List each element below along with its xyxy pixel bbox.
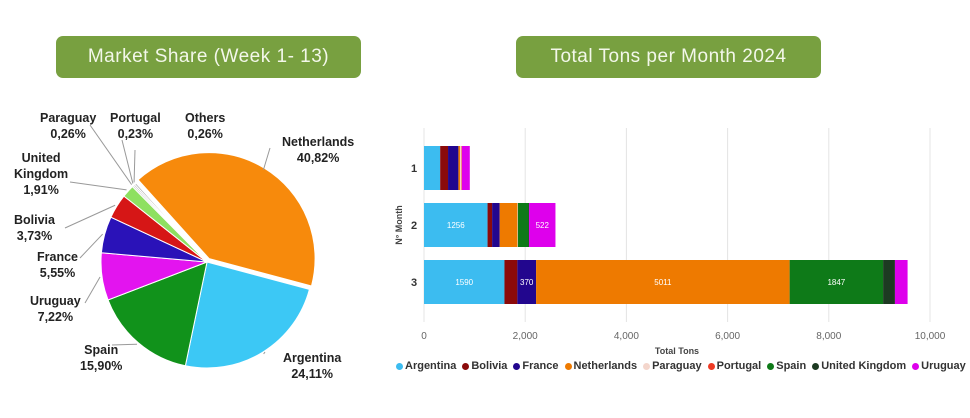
bar-argentina-month-2: [424, 203, 488, 247]
bar-uruguay-month-3: [894, 260, 908, 304]
legend-label: Uruguay: [921, 360, 966, 372]
tons-per-month-title: Total Tons per Month 2024: [516, 36, 821, 78]
bar-paraguay-month-1: [460, 146, 462, 190]
bar-spain-month-3: [789, 260, 884, 304]
legend-item-uruguay[interactable]: Uruguay: [912, 360, 966, 372]
legend-label: Portugal: [716, 360, 762, 372]
market-share-title: Market Share (Week 1- 13): [56, 36, 361, 78]
pie-slice-argentina: [184, 261, 311, 369]
data-label: 1590: [455, 278, 473, 287]
pie-leader-line: [89, 124, 133, 185]
bar-united-kingdom-month-3: [883, 260, 895, 304]
pie-slice-spain: [107, 261, 208, 367]
legend-label: Spain: [776, 360, 807, 372]
pie-leader-line: [64, 204, 116, 229]
legend-item-netherlands[interactable]: Netherlands: [564, 360, 638, 372]
legend-label: Netherlands: [573, 360, 638, 372]
pie-label-portugal: Portugal 0,23%: [110, 111, 161, 141]
y-tick-label: 1: [411, 163, 417, 175]
legend-label: France: [522, 360, 559, 372]
legend-dot-icon: [912, 362, 920, 370]
pie-label-spain: Spain 15,90%: [80, 343, 123, 373]
legend-dot-icon: [513, 362, 521, 370]
bar-france-month-3: [517, 260, 537, 304]
pie-leader-line: [111, 343, 138, 346]
legend-label: Argentina: [405, 360, 457, 372]
pie-label-france: France 5,55%: [37, 250, 78, 280]
pie-leader-line: [69, 181, 127, 191]
bar-argentina-month-3: [424, 260, 505, 304]
legend-item-portugal[interactable]: Portugal: [707, 360, 762, 372]
pie-leader-line: [84, 276, 101, 304]
pie-label-netherlands: Netherlands 40,82%: [282, 135, 355, 165]
bar-uruguay-month-2: [529, 203, 556, 247]
x-tick-label: 2,000: [513, 331, 538, 342]
pie-slice-netherlands: [137, 152, 316, 287]
pie-label-united-kingdom: United Kingdom 1,91%: [14, 151, 69, 197]
x-tick-label: 8,000: [816, 331, 841, 342]
x-tick-label: 4,000: [614, 331, 639, 342]
bar-netherlands-month-3: [536, 260, 790, 304]
y-tick-label: 3: [411, 277, 417, 289]
y-axis-title: N° Month: [394, 205, 404, 245]
legend-dot-icon: [462, 362, 470, 370]
bar-paraguay-month-2: [517, 203, 518, 247]
pie-leader-line: [262, 147, 271, 171]
data-label: 5011: [654, 278, 672, 287]
bar-bolivia-month-2: [487, 203, 493, 247]
bar-uruguay-month-1: [461, 146, 470, 190]
bar-argentina-month-1: [424, 146, 441, 190]
data-label: 1256: [447, 221, 465, 230]
x-tick-label: 0: [421, 331, 427, 342]
pie-label-argentina: Argentina 24,11%: [283, 351, 342, 381]
bar-spain-month-2: [517, 203, 529, 247]
legend-item-bolivia[interactable]: Bolivia: [462, 360, 507, 372]
bar-netherlands-month-2: [499, 203, 518, 247]
bar-united-kingdom-month-2: [528, 203, 530, 247]
pie-leader-line: [121, 139, 134, 184]
legend-dot-icon: [564, 362, 572, 370]
legend-dot-icon: [767, 362, 775, 370]
legend-item-france[interactable]: France: [513, 360, 559, 372]
pie-label-bolivia: Bolivia 3,73%: [14, 213, 55, 243]
x-axis-title: Total Tons: [655, 346, 699, 356]
data-label: 370: [520, 278, 534, 287]
pie-label-paraguay: Paraguay 0,26%: [40, 111, 97, 141]
pie-leader-line: [263, 351, 266, 355]
bar-legend: Argentina Bolivia France Netherlands Paragua…: [396, 360, 966, 372]
legend-dot-icon: [396, 362, 403, 370]
pie-label-others: Others 0,26%: [185, 111, 226, 141]
legend-dot-icon: [707, 362, 715, 370]
bar-bolivia-month-1: [440, 146, 449, 190]
legend-dot-icon: [643, 362, 651, 370]
pie-label-uruguay: Uruguay 7,22%: [30, 294, 81, 324]
pie-leader-line: [79, 233, 104, 259]
legend-item-spain[interactable]: Spain: [767, 360, 806, 372]
legend-item-argentina[interactable]: Argentina: [396, 360, 456, 372]
legend-item-united-kingdom[interactable]: United Kingdom: [812, 360, 906, 372]
x-tick-label: 10,000: [915, 331, 946, 342]
x-tick-label: 6,000: [715, 331, 740, 342]
bar-france-month-2: [492, 203, 500, 247]
legend-label: United Kingdom: [821, 360, 907, 372]
bar-portugal-month-1: [461, 146, 462, 190]
data-label: 1847: [827, 278, 845, 287]
legend-label: Bolivia: [471, 360, 508, 372]
bar-netherlands-month-1: [458, 146, 461, 190]
legend-item-paraguay[interactable]: Paraguay: [643, 360, 702, 372]
legend-label: Paraguay: [652, 360, 702, 372]
y-tick-label: 2: [411, 220, 417, 232]
pie-leader-line: [133, 149, 136, 183]
data-label: 522: [536, 221, 550, 230]
legend-dot-icon: [812, 362, 820, 370]
bar-france-month-1: [448, 146, 459, 190]
pie-slice-others: [134, 182, 208, 263]
bar-bolivia-month-3: [504, 260, 518, 304]
